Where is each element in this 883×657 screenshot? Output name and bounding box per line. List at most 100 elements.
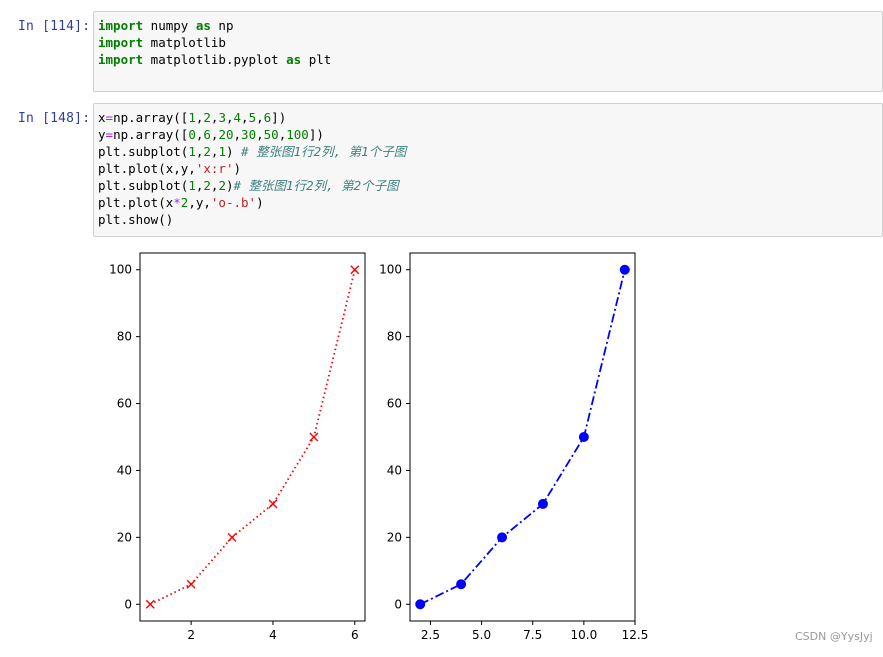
code-token: 2 bbox=[218, 178, 226, 193]
code-token: 6 bbox=[203, 127, 211, 142]
code-token: ) bbox=[225, 144, 242, 159]
code-line: plt.show() bbox=[98, 211, 878, 228]
code-line: plt.plot(x*2,y,'o-.b') bbox=[98, 194, 878, 211]
y-tick-label: 60 bbox=[387, 397, 402, 411]
data-point bbox=[456, 579, 467, 590]
x-tick-label: 7.5 bbox=[523, 628, 542, 642]
code-token: 3 bbox=[218, 110, 226, 125]
code-line: x=np.array([1,2,3,4,5,6]) bbox=[98, 109, 878, 126]
y-tick-label: 100 bbox=[379, 263, 402, 277]
code-line: plt.subplot(1,2,2)# 整张图1行2列, 第2个子图 bbox=[98, 177, 878, 194]
code-token: 1 bbox=[188, 110, 196, 125]
code-token: plt.plot(x bbox=[98, 195, 174, 210]
code-token: , bbox=[195, 144, 204, 159]
y-tick-label: 20 bbox=[387, 530, 402, 544]
code-token: , bbox=[210, 127, 219, 142]
code-token: 20 bbox=[218, 127, 234, 142]
cell-prompt: In [114]: bbox=[18, 19, 91, 34]
code-token: , bbox=[233, 127, 242, 142]
data-point bbox=[497, 532, 508, 543]
code-token: np bbox=[210, 18, 234, 33]
x-tick-label: 10.0 bbox=[571, 628, 598, 642]
code-token: ]) bbox=[308, 127, 324, 142]
code-token: as bbox=[195, 18, 211, 33]
y-tick-label: 100 bbox=[109, 263, 132, 277]
y-tick-label: 80 bbox=[117, 330, 132, 344]
code-input[interactable]: import numpy as np import matplotlib impor… bbox=[93, 11, 883, 92]
code-token: import bbox=[98, 35, 144, 50]
code-token: = bbox=[105, 127, 114, 142]
x-tick-label: 2.5 bbox=[421, 628, 440, 642]
code-token: , bbox=[195, 178, 204, 193]
code-token: np.array([ bbox=[113, 110, 189, 125]
code-input[interactable]: x=np.array([1,2,3,4,5,6]) y=np.array([0,6… bbox=[93, 103, 883, 237]
code-token: import bbox=[98, 52, 144, 67]
code-token: 2 bbox=[180, 195, 189, 210]
axes-frame bbox=[409, 252, 636, 622]
y-tick-label: 40 bbox=[387, 463, 402, 477]
code-line: y=np.array([0,6,20,30,50,100]) bbox=[98, 126, 878, 143]
code-token: , bbox=[256, 127, 264, 142]
code-token: , bbox=[256, 110, 264, 125]
code-token: matplotlib bbox=[143, 35, 226, 50]
x-tick-label: 4 bbox=[269, 628, 277, 642]
code-token: # 整张图1行2列, 第2个子图 bbox=[233, 178, 399, 193]
code-token: , bbox=[210, 110, 219, 125]
code-token: plt.subplot( bbox=[98, 178, 189, 193]
y-tick-label: 60 bbox=[117, 397, 132, 411]
cell-output: 0 20 40 60 80 100 2 4 6 0 20 40 60 80 100 2.5 5.0 7.5 10.0… bbox=[93, 250, 883, 653]
y-tick-label: 0 bbox=[124, 597, 132, 611]
code-token: 6 bbox=[263, 110, 272, 125]
data-point bbox=[227, 532, 237, 542]
y-tick-label: 0 bbox=[394, 597, 402, 611]
code-token: ,y, bbox=[188, 195, 211, 210]
data-point bbox=[619, 264, 630, 275]
y-tick-label: 40 bbox=[117, 463, 132, 477]
code-token: 30 bbox=[241, 127, 257, 142]
code-token: plt bbox=[301, 52, 332, 67]
cell-prompt: In [148]: bbox=[18, 111, 91, 126]
code-token: 0 bbox=[188, 127, 196, 142]
data-point bbox=[145, 599, 155, 609]
code-token: plt.plot(x,y, bbox=[98, 161, 196, 176]
code-token: , bbox=[195, 110, 204, 125]
code-token: matplotlib.pyplot bbox=[143, 52, 287, 67]
data-point bbox=[350, 265, 360, 275]
code-token: # 整张图1行2列, 第1个子图 bbox=[241, 144, 407, 159]
y-tick-label: 20 bbox=[117, 530, 132, 544]
code-token: 5 bbox=[248, 110, 257, 125]
code-token: y bbox=[98, 127, 106, 142]
watermark: CSDN @YysJyj bbox=[795, 630, 873, 643]
data-point bbox=[578, 432, 589, 442]
code-token: import bbox=[98, 18, 144, 33]
code-token: ]) bbox=[271, 110, 287, 125]
series-line bbox=[419, 269, 626, 606]
data-point bbox=[309, 432, 319, 442]
notebook-cell-2[interactable]: In [148]: x=np.array([1,2,3,4,5,6]) y=np.… bbox=[0, 103, 883, 237]
code-token: 100 bbox=[286, 127, 309, 142]
code-token: 1 bbox=[188, 178, 196, 193]
series-line bbox=[149, 269, 356, 606]
code-token: x bbox=[98, 110, 106, 125]
code-token: ) bbox=[233, 161, 242, 176]
code-line: import matplotlib.pyplot as plt bbox=[98, 51, 878, 68]
code-token: 2 bbox=[203, 178, 211, 193]
code-token: , bbox=[278, 127, 287, 142]
data-point bbox=[268, 499, 278, 509]
x-tick-label: 5.0 bbox=[472, 628, 491, 642]
code-token: np.array([ bbox=[113, 127, 189, 142]
code-token: , bbox=[210, 144, 219, 159]
x-tick-label: 12.5 bbox=[622, 628, 649, 642]
notebook-cell-1[interactable]: In [114]: import numpy as np import matpl… bbox=[0, 11, 883, 92]
code-token: 'o-.b' bbox=[210, 195, 257, 210]
code-token: , bbox=[210, 178, 219, 193]
x-tick-label: 6 bbox=[351, 628, 359, 642]
code-token: as bbox=[286, 52, 302, 67]
code-line: plt.plot(x,y,'x:r') bbox=[98, 160, 878, 177]
axes-frame bbox=[139, 252, 366, 622]
code-token: 'x:r' bbox=[195, 161, 234, 176]
data-point bbox=[537, 498, 548, 509]
y-tick-label: 80 bbox=[387, 330, 402, 344]
code-token: = bbox=[105, 110, 114, 125]
